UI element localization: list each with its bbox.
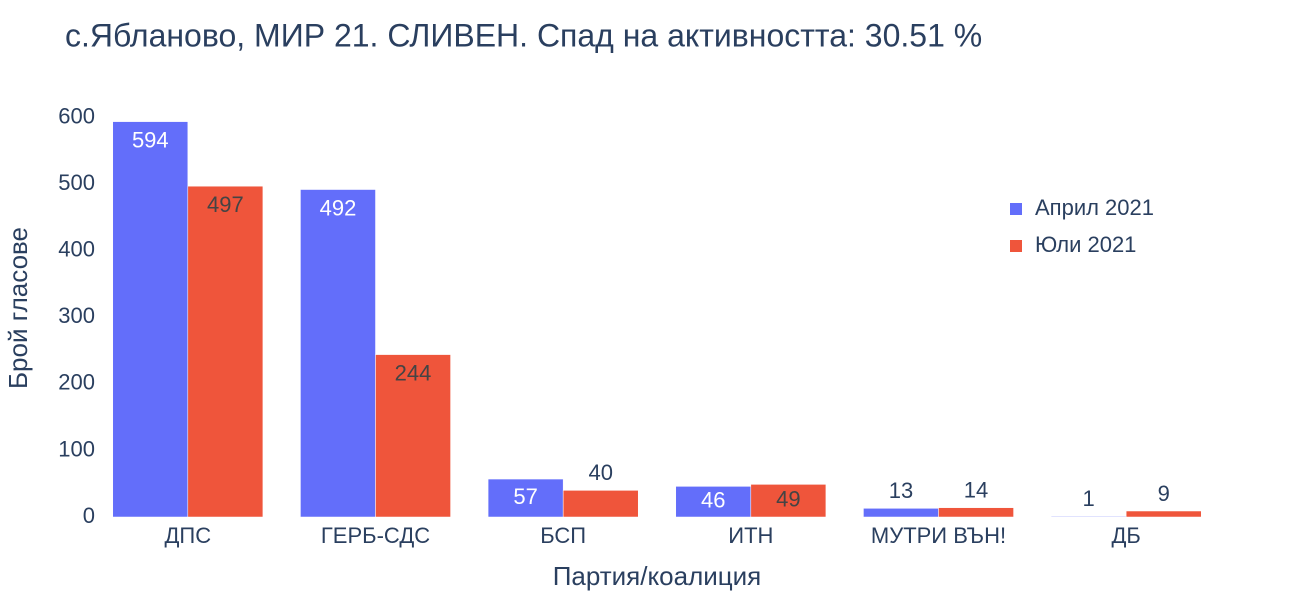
x-tick-label: БСП [540,523,586,548]
data-label: 46 [701,488,725,513]
y-axis-title: Брой гласове [3,227,33,389]
y-tick-label: 300 [58,303,95,328]
y-tick-label: 600 [58,103,95,128]
data-label: 49 [776,487,800,512]
data-label: 492 [320,195,357,220]
data-label: 14 [964,477,988,502]
data-label: 57 [513,484,537,509]
data-label: 40 [588,460,612,485]
bar [375,354,451,518]
y-tick-label: 500 [58,170,95,195]
legend-swatch [1010,240,1022,252]
bar [1125,510,1202,518]
data-label: 594 [132,127,169,152]
data-label: 244 [395,360,432,385]
x-tick-label: МУТРИ ВЪН! [871,523,1006,548]
bar [112,121,189,518]
data-label: 13 [889,478,913,503]
data-label: 9 [1158,481,1170,506]
bar [487,478,564,518]
bar [938,507,1014,518]
bar [675,486,752,518]
data-label: 497 [207,192,244,217]
y-tick-label: 100 [58,436,95,461]
y-tick-label: 0 [83,503,95,528]
x-tick-label: ИТН [728,523,773,548]
chart-title: с.Ябланово, МИР 21. СЛИВЕН. Спад на акти… [65,17,982,53]
bar [863,508,939,518]
legend-label: Април 2021 [1035,195,1154,220]
bar [300,189,376,518]
bar [187,185,264,518]
bar [750,484,827,518]
bar [1050,516,1127,518]
legend-swatch [1010,203,1022,215]
x-tick-label: ГЕРБ-СДС [321,523,430,548]
bar [562,490,639,518]
x-axis-title: Партия/коалиция [553,561,762,591]
y-tick-label: 400 [58,237,95,262]
x-tick-label: ДБ [1111,523,1140,548]
x-tick-label: ДПС [165,523,212,548]
data-label: 1 [1083,486,1095,511]
y-tick-label: 200 [58,370,95,395]
legend-label: Юли 2021 [1035,232,1136,257]
